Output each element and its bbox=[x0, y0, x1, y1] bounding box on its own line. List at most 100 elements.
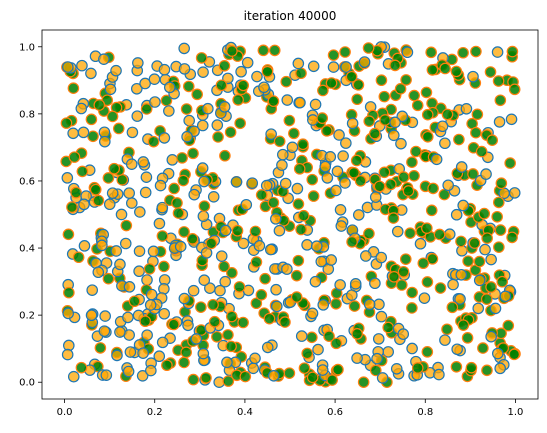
point-green bbox=[280, 75, 293, 88]
point-green bbox=[215, 79, 228, 92]
point-green bbox=[219, 149, 231, 162]
point-orange bbox=[279, 177, 292, 190]
point-green bbox=[345, 70, 358, 83]
point-orange bbox=[273, 224, 286, 237]
point-green bbox=[494, 224, 507, 236]
point-green bbox=[279, 316, 291, 328]
point-orange bbox=[98, 325, 111, 337]
point-green bbox=[468, 237, 481, 249]
point-green bbox=[475, 145, 488, 158]
point-orange bbox=[330, 184, 342, 197]
point-green bbox=[351, 93, 363, 106]
point-orange bbox=[114, 326, 126, 338]
point-orange bbox=[163, 105, 175, 117]
point-green bbox=[348, 300, 361, 312]
point-green bbox=[321, 125, 333, 137]
point-green bbox=[68, 151, 81, 163]
point-green bbox=[250, 256, 263, 268]
point-orange bbox=[325, 254, 338, 266]
point-green bbox=[180, 346, 192, 359]
point-orange bbox=[349, 278, 362, 290]
point-orange bbox=[324, 151, 337, 163]
point-green bbox=[378, 90, 391, 103]
point-green bbox=[427, 182, 439, 195]
y-tick-label: 0.2 bbox=[19, 311, 35, 322]
point-green bbox=[171, 197, 183, 209]
point-orange bbox=[508, 187, 521, 199]
point-green bbox=[94, 342, 107, 354]
point-orange bbox=[351, 352, 363, 364]
point-orange bbox=[331, 165, 344, 178]
point-orange bbox=[281, 263, 293, 275]
point-orange bbox=[493, 116, 506, 128]
point-green bbox=[182, 80, 195, 93]
point-green bbox=[295, 223, 307, 236]
point-orange bbox=[270, 283, 282, 296]
point-green bbox=[378, 166, 391, 179]
point-green bbox=[267, 196, 280, 209]
point-green bbox=[72, 251, 85, 264]
point-orange bbox=[99, 135, 111, 148]
point-green bbox=[306, 331, 318, 344]
point-green bbox=[395, 279, 408, 291]
point-green bbox=[317, 84, 329, 97]
point-orange bbox=[479, 243, 491, 256]
y-tick-label: 0.0 bbox=[19, 378, 35, 389]
point-orange bbox=[346, 289, 358, 301]
point-green bbox=[339, 46, 351, 58]
point-green bbox=[198, 200, 211, 212]
point-orange bbox=[334, 279, 346, 291]
point-orange bbox=[375, 310, 388, 323]
point-orange bbox=[430, 153, 443, 166]
point-orange bbox=[369, 277, 381, 290]
point-green bbox=[232, 94, 244, 106]
point-green bbox=[481, 364, 493, 377]
point-green bbox=[222, 329, 234, 341]
point-green bbox=[421, 130, 434, 143]
point-green bbox=[411, 99, 424, 112]
point-orange bbox=[92, 266, 105, 279]
point-orange bbox=[327, 61, 340, 73]
point-orange bbox=[141, 329, 153, 341]
point-green bbox=[470, 45, 482, 58]
point-orange bbox=[122, 365, 135, 378]
point-green bbox=[385, 178, 397, 191]
point-orange bbox=[106, 187, 119, 199]
point-orange bbox=[85, 309, 98, 322]
point-green bbox=[450, 360, 463, 373]
point-orange bbox=[310, 240, 323, 252]
point-green bbox=[350, 154, 363, 167]
point-orange bbox=[156, 201, 169, 214]
point-orange bbox=[265, 128, 277, 140]
point-orange bbox=[122, 311, 134, 324]
point-green bbox=[362, 42, 375, 54]
point-green bbox=[177, 174, 190, 187]
point-orange bbox=[137, 347, 149, 359]
chart-title: iteration 40000 bbox=[244, 9, 337, 23]
point-orange bbox=[190, 333, 203, 345]
point-orange bbox=[315, 255, 328, 268]
point-green bbox=[208, 315, 221, 328]
point-green bbox=[357, 376, 370, 388]
x-tick-label: 0.8 bbox=[417, 407, 433, 418]
point-orange bbox=[126, 197, 138, 209]
point-orange bbox=[158, 63, 171, 76]
point-orange bbox=[251, 70, 263, 83]
point-green bbox=[218, 260, 230, 273]
point-orange bbox=[158, 307, 171, 320]
point-orange bbox=[207, 191, 220, 203]
point-orange bbox=[144, 299, 157, 311]
point-orange bbox=[178, 292, 191, 305]
point-green bbox=[140, 103, 153, 115]
point-green bbox=[470, 126, 482, 139]
point-green bbox=[186, 233, 199, 245]
point-orange bbox=[316, 364, 329, 376]
point-green bbox=[66, 201, 78, 213]
point-green bbox=[273, 135, 286, 148]
point-orange bbox=[271, 300, 283, 313]
point-orange bbox=[433, 368, 445, 381]
point-green bbox=[417, 257, 430, 270]
point-green bbox=[506, 45, 519, 58]
point-green bbox=[332, 363, 344, 376]
